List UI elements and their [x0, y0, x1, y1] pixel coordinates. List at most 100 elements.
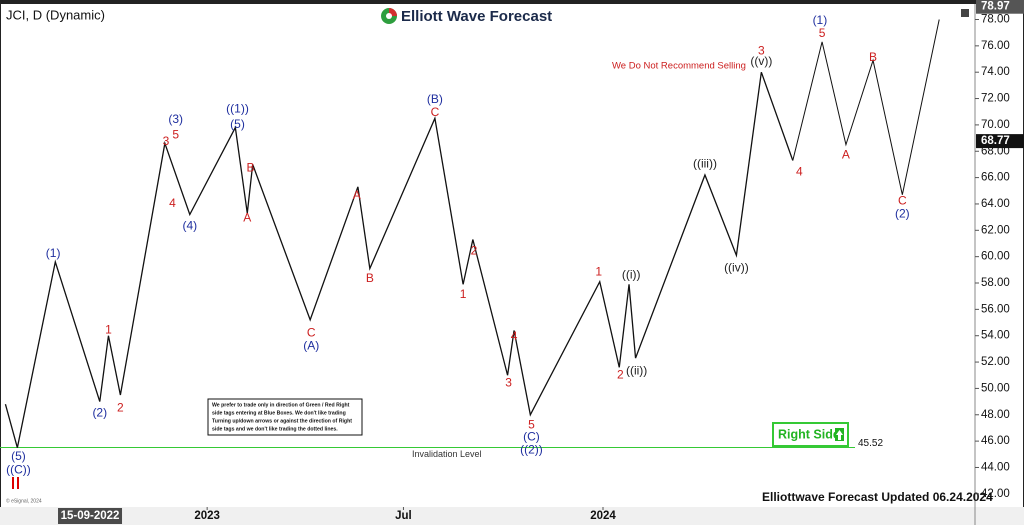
price-badge: [976, 0, 1024, 14]
x-tick-label: 2024: [590, 510, 616, 522]
cursor-label: 15-09-2022: [61, 510, 120, 522]
wave-label: B: [247, 161, 255, 175]
info-box: We prefer to trade only in direction of …: [207, 398, 363, 436]
wave-label: 3: [758, 43, 765, 57]
x-tick-label: Jul: [395, 510, 412, 522]
note: We Do Not Recommend Selling: [612, 61, 746, 72]
y-tick-label: 66.00: [981, 172, 1010, 184]
y-tick-label: 44.00: [981, 462, 1010, 474]
top-strip: [0, 0, 1024, 4]
wave-label: (2): [92, 406, 107, 420]
wave-label: 4: [169, 196, 176, 210]
price-badge-label: 68.77: [981, 135, 1010, 147]
invalidation-label: Invalidation Level: [412, 449, 482, 459]
y-tick-label: 56.00: [981, 303, 1010, 315]
copyright: © eSignal, 2024: [6, 497, 42, 504]
wave-label: ((iii)): [693, 157, 717, 171]
stop-mark: [17, 477, 19, 489]
y-tick-label: 74.00: [981, 66, 1010, 78]
info-line: side tags and we don't like trading the …: [212, 426, 338, 432]
info-line: We prefer to trade only in direction of …: [212, 402, 350, 408]
info-line: side tags entering at Blue Boxes. We don…: [212, 410, 346, 416]
right-side-frame: [772, 422, 849, 447]
wave-label: ((i)): [622, 267, 641, 281]
right-side-text: Right Side: [778, 427, 840, 441]
wave-label: B: [869, 50, 877, 64]
wave-label: (5): [11, 449, 26, 463]
wave-label: 4: [511, 329, 518, 343]
y-tick-label: 48.00: [981, 409, 1010, 421]
y-tick-label: 70.00: [981, 119, 1010, 131]
menu-icon: [961, 9, 969, 17]
wave-label: (C): [523, 429, 540, 443]
wave-label: (B): [427, 92, 443, 106]
wave-label: (4): [182, 219, 197, 233]
wave-label: B: [366, 271, 374, 285]
date-bar: [0, 507, 1024, 525]
y-tick-label: 72.00: [981, 93, 1010, 105]
y-tick-label: 76.00: [981, 40, 1010, 52]
wave-label: C: [898, 193, 907, 207]
wave-label: (A): [303, 338, 319, 352]
wave-label: ((1)): [226, 101, 249, 115]
invalidation-value: 45.52: [858, 438, 883, 449]
x-tick-label: 2023: [194, 510, 220, 522]
footer: Elliottwave Forecast Updated 06.24.2024: [762, 490, 993, 504]
wave-label: 1: [460, 287, 467, 301]
wave-label: (5): [230, 117, 245, 131]
wave-label: 5: [528, 417, 535, 431]
y-tick-label: 50.00: [981, 382, 1010, 394]
wave-label: (1): [46, 246, 61, 260]
y-tick-label: 60.00: [981, 251, 1010, 263]
wave-label: 3: [505, 375, 512, 389]
wave-label: ((ii)): [626, 363, 647, 377]
cursor-box: [58, 508, 123, 524]
y-tick-label: 42.00: [981, 488, 1010, 500]
wave-label: 1: [595, 265, 602, 279]
y-tick-label: 52.00: [981, 356, 1010, 368]
wave-label: ((C)): [6, 462, 31, 476]
wave-label: 2: [117, 400, 124, 414]
wave-label: ((v)): [750, 54, 772, 68]
wave-label: 5: [819, 26, 826, 40]
price-badge-label: 78.97: [981, 1, 1010, 13]
wave-label: C: [307, 325, 316, 339]
wave-label: 2: [471, 244, 478, 258]
y-tick-label: 62.00: [981, 224, 1010, 236]
wave-label: 4: [796, 165, 803, 179]
wave-label: (2): [895, 207, 910, 221]
right-side-box: Right Side: [772, 422, 849, 447]
y-tick-label: 58.00: [981, 277, 1010, 289]
wave-label: C: [431, 105, 440, 119]
logo: Elliott Wave Forecast: [381, 8, 552, 25]
y-tick-label: 68.00: [981, 145, 1010, 157]
wave-label: A: [243, 211, 251, 225]
logo-text: Elliott Wave Forecast: [401, 8, 552, 25]
price-line: [4, 71, 794, 448]
logo-icon-core: [386, 13, 392, 19]
y-tick-label: 46.00: [981, 435, 1010, 447]
wave-label: ((iv)): [724, 261, 749, 275]
wave-label: A: [353, 188, 361, 202]
right-side-arrow: [836, 430, 843, 440]
wave-label: 5: [172, 128, 179, 142]
y-tick-label: 54.00: [981, 330, 1010, 342]
projection-line: [792, 19, 940, 195]
wave-label: (1): [813, 13, 828, 27]
price-badge: [976, 134, 1024, 149]
wave-label: 3: [163, 134, 170, 148]
wave-label: (3): [168, 112, 183, 126]
y-tick-label: 78.00: [981, 14, 1010, 26]
info-line: Turning up/down arrows or against the di…: [212, 418, 352, 424]
stop-mark: [12, 477, 14, 489]
wave-label: 1: [105, 323, 112, 337]
wave-label: ((2)): [520, 443, 543, 457]
y-tick-label: 64.00: [981, 198, 1010, 210]
info-box-frame: [207, 398, 363, 436]
wave-label: A: [842, 147, 850, 161]
chart-title: JCI, D (Dynamic): [6, 7, 105, 22]
wave-label: 2: [617, 367, 624, 381]
